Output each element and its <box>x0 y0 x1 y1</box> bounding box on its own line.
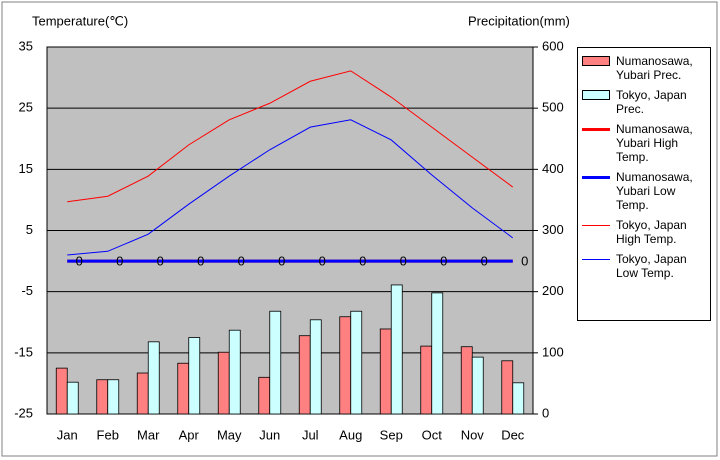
legend-swatch <box>582 56 610 66</box>
data-label: 0 <box>359 254 366 269</box>
bar <box>96 379 109 415</box>
y-tick-label: -5 <box>21 283 33 298</box>
y2-tick-label: 300 <box>542 222 564 237</box>
y-tick-label: -25 <box>14 405 33 420</box>
bar <box>269 310 282 415</box>
data-label: 0 <box>440 254 447 269</box>
legend-label: Numanosawa, Yubari Low Temp. <box>616 170 693 212</box>
x-tick-label: Feb <box>97 427 119 442</box>
legend-swatch <box>582 252 610 266</box>
legend-item: Tokyo, Japan Prec. <box>582 88 706 116</box>
bar <box>228 329 241 415</box>
bar <box>298 335 311 415</box>
bar <box>512 382 525 415</box>
bar <box>379 328 392 415</box>
legend-label: Tokyo, Japan High Temp. <box>616 218 687 246</box>
bar <box>107 379 120 415</box>
legend: Numanosawa, Yubari Prec. Tokyo, Japan Pre… <box>577 47 711 321</box>
bar <box>258 376 271 415</box>
y2-tick-label: 600 <box>542 38 564 53</box>
legend-item: Tokyo, Japan High Temp. <box>582 218 706 246</box>
bar <box>460 346 473 415</box>
y-tick-label: -15 <box>14 344 33 359</box>
data-label: 0 <box>400 254 407 269</box>
legend-swatch <box>582 170 610 184</box>
legend-item: Numanosawa, Yubari High Temp. <box>582 122 706 164</box>
line <box>67 119 514 256</box>
data-label: 0 <box>319 254 326 269</box>
bar <box>66 381 79 415</box>
data-label: 0 <box>278 254 285 269</box>
data-label: 0 <box>481 254 488 269</box>
legend-item: Numanosawa, Yubari Prec. <box>582 54 706 82</box>
bar <box>431 292 444 415</box>
data-label: 0 <box>116 254 123 269</box>
y-axis-label: Temperature(℃) <box>32 13 128 28</box>
data-label: 0 <box>238 254 245 269</box>
x-tick-label: Sep <box>380 427 403 442</box>
legend-swatch <box>582 122 610 136</box>
y-tick-label: 35 <box>19 38 33 53</box>
x-tick-label: Dec <box>501 427 525 442</box>
x-tick-label: Jan <box>57 427 78 442</box>
bar <box>177 362 190 415</box>
bar <box>501 360 514 415</box>
data-label: 0 <box>521 254 528 269</box>
bar <box>217 351 230 415</box>
y-tick-label: 5 <box>26 222 33 237</box>
x-tick-label: Aug <box>339 427 362 442</box>
y2-tick-label: 500 <box>542 100 564 115</box>
y2-tick-label: 100 <box>542 344 564 359</box>
y2-tick-label: 400 <box>542 161 564 176</box>
x-tick-label: Nov <box>461 427 485 442</box>
bar <box>339 316 352 415</box>
bar <box>147 341 160 415</box>
legend-swatch <box>582 90 610 100</box>
legend-item: Numanosawa, Yubari Low Temp. <box>582 170 706 212</box>
legend-swatch <box>582 218 610 232</box>
x-tick-label: May <box>217 427 242 442</box>
legend-label: Tokyo, Japan Low Temp. <box>616 252 687 280</box>
legend-item: Tokyo, Japan Low Temp. <box>582 252 706 280</box>
y2-tick-label: 0 <box>542 405 549 420</box>
y-tick-label: 15 <box>19 161 33 176</box>
legend-label: Numanosawa, Yubari High Temp. <box>616 122 693 164</box>
x-tick-label: Mar <box>137 427 160 442</box>
bar <box>55 367 68 415</box>
bar <box>390 284 403 415</box>
y2-axis-label: Precipitation(mm) <box>468 13 570 28</box>
bar <box>309 319 322 415</box>
data-label: 0 <box>76 254 83 269</box>
bar <box>136 372 149 415</box>
bar <box>188 337 201 415</box>
bar <box>471 356 484 415</box>
y-tick-label: 25 <box>19 100 33 115</box>
legend-label: Tokyo, Japan Prec. <box>616 88 687 116</box>
x-tick-label: Jul <box>302 427 319 442</box>
x-tick-label: Apr <box>179 427 200 442</box>
data-label: 0 <box>157 254 164 269</box>
line <box>67 70 514 203</box>
data-label: 0 <box>197 254 204 269</box>
bar <box>350 310 363 415</box>
legend-label: Numanosawa, Yubari Prec. <box>616 54 693 82</box>
x-tick-label: Jun <box>259 427 280 442</box>
bar <box>420 345 433 415</box>
x-tick-label: Oct <box>422 427 443 442</box>
y2-tick-label: 200 <box>542 283 564 298</box>
